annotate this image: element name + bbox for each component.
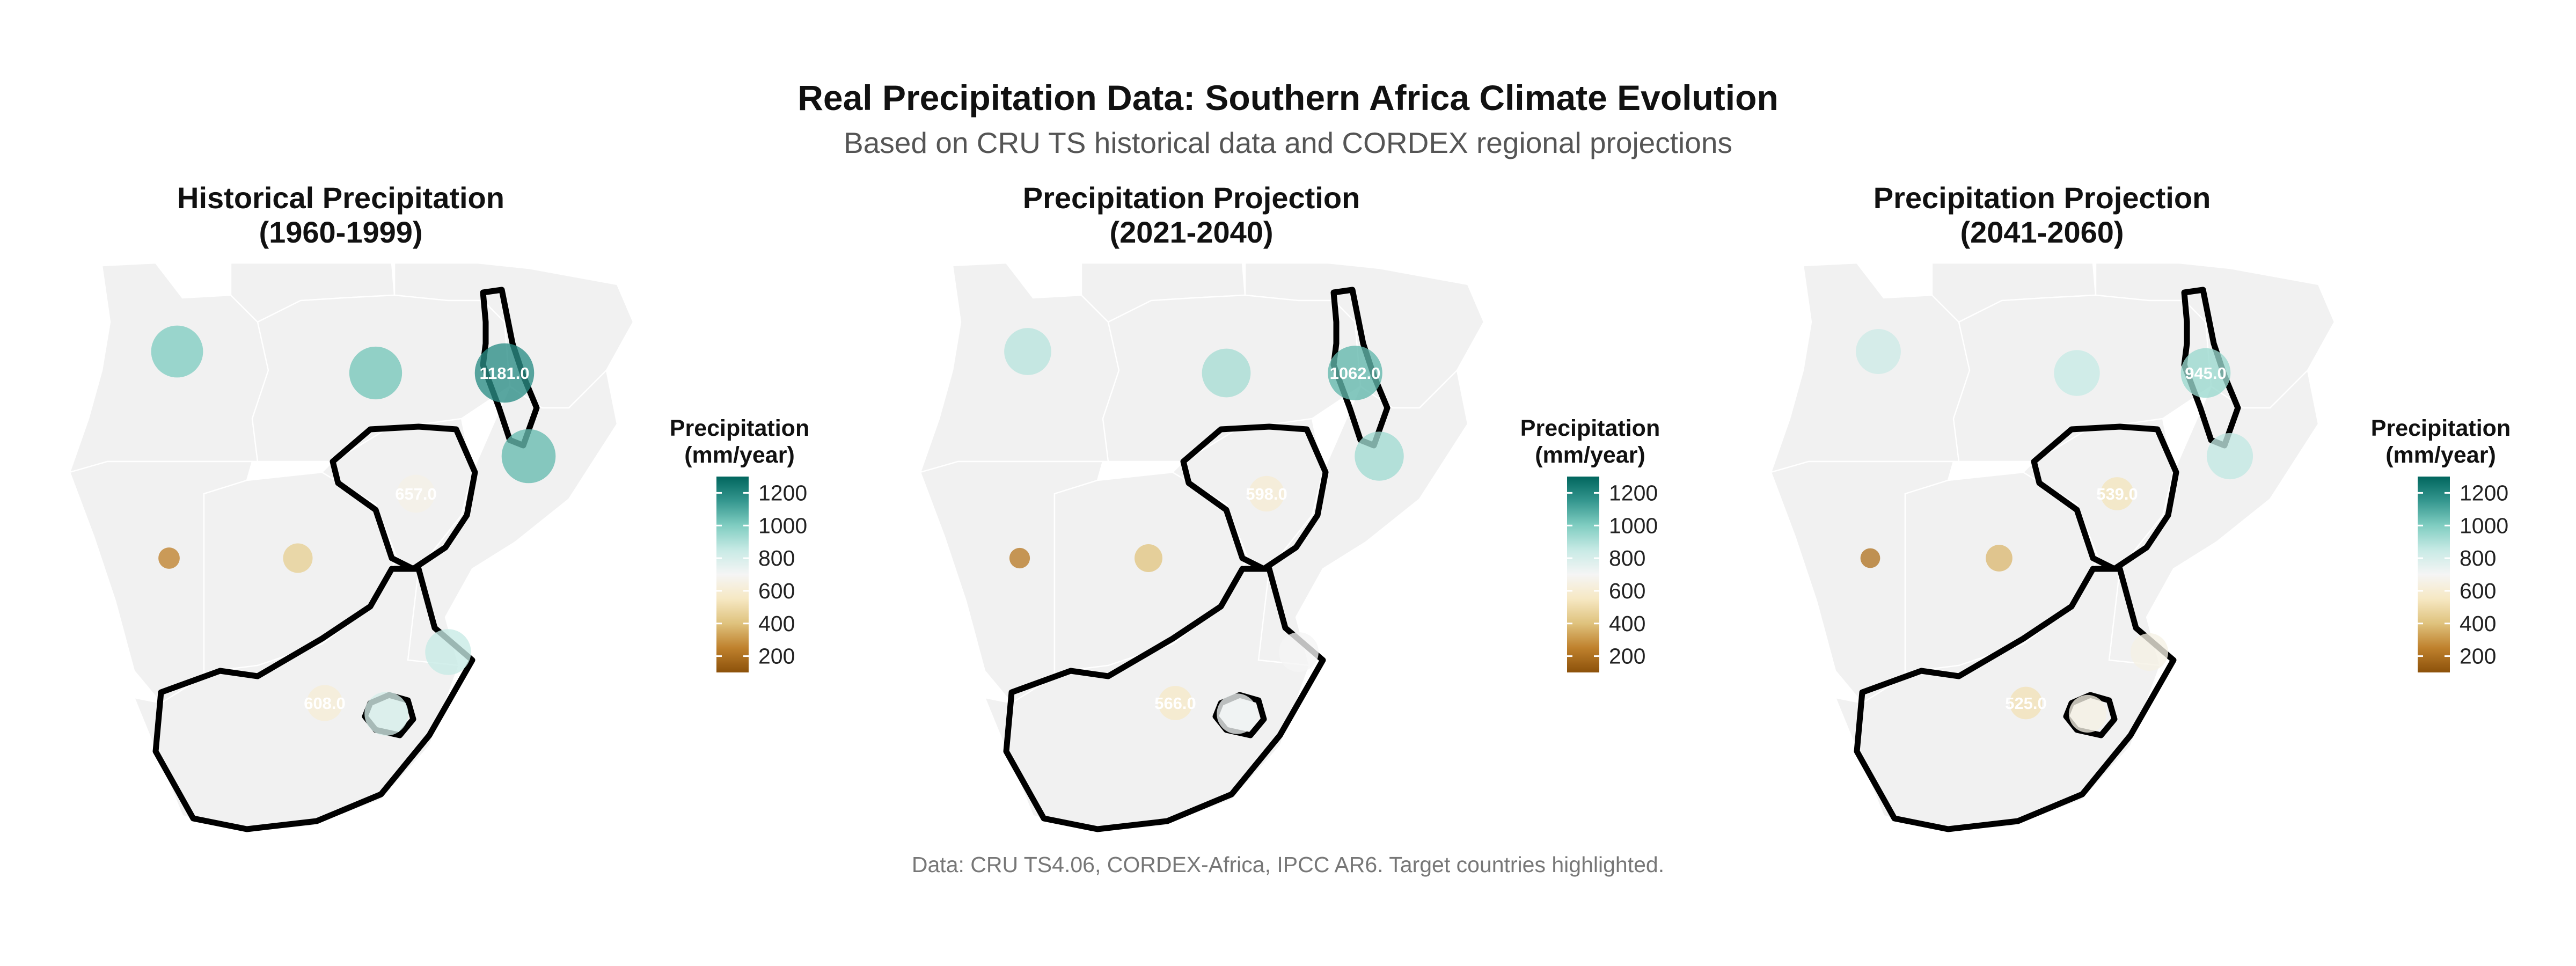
legend-tick-label: 800 xyxy=(2460,546,2496,570)
panel-period: (1960-1999) xyxy=(259,215,422,249)
precip-point-zimbabwe xyxy=(1248,475,1285,512)
panel-title: Historical Precipitation xyxy=(177,181,504,215)
precip-point-south-africa xyxy=(2009,686,2043,720)
precip-point-malawi xyxy=(474,343,535,403)
legend-tick-label: 400 xyxy=(2460,611,2496,636)
precip-point-zimbabwe xyxy=(397,474,435,513)
legend-tick-label: 200 xyxy=(1609,644,1645,669)
precip-legend: Precipitation(mm/year) 200 400 600 800 1000 12… xyxy=(670,415,809,672)
precip-point-mozambique-north xyxy=(501,429,556,484)
map-panel-2: Precipitation Projection(2021-2040) 1062.… xyxy=(920,181,1660,832)
precip-point-lesotho xyxy=(364,692,408,736)
map-panel-3: Precipitation Projection(2041-2060) 945.0… xyxy=(1771,181,2511,832)
precip-value-label: 566.0 xyxy=(1154,694,1196,713)
legend-colorbar xyxy=(1567,477,1599,672)
figure-title: Real Precipitation Data: Southern Africa… xyxy=(797,78,1779,118)
precip-point-angola xyxy=(1856,329,1901,374)
precip-value-label: 945.0 xyxy=(2185,364,2227,383)
legend-tick-label: 400 xyxy=(758,611,795,636)
legend-tick-label: 600 xyxy=(2460,579,2496,603)
precip-point-namibia xyxy=(1009,547,1030,569)
legend-tick-label: 800 xyxy=(758,546,795,570)
precip-point-mozambique-south xyxy=(1279,632,1319,672)
figure-caption: Data: CRU TS4.06, CORDEX-Africa, IPCC AR… xyxy=(912,852,1664,877)
precip-point-botswana xyxy=(1135,544,1162,572)
legend-tick-label: 400 xyxy=(1609,611,1645,636)
map-panels: Historical Precipitation(1960-1999) 1181.… xyxy=(70,181,2511,832)
precip-point-malawi xyxy=(1328,346,1382,400)
precip-value-label: 598.0 xyxy=(1246,485,1287,503)
legend-tick-label: 200 xyxy=(758,644,795,669)
precip-point-namibia xyxy=(1860,548,1880,568)
precip-value-label: 608.0 xyxy=(304,694,346,713)
precip-point-angola xyxy=(151,325,203,378)
legend-tick-label: 1000 xyxy=(1609,513,1658,538)
legend-tick-label: 1200 xyxy=(758,480,807,505)
legend-title: Precipitation xyxy=(670,415,809,441)
precip-value-label: 525.0 xyxy=(2005,694,2047,713)
legend-colorbar xyxy=(716,477,749,672)
precip-point-lesotho xyxy=(1217,693,1257,734)
precip-point-mozambique-north xyxy=(1355,431,1404,481)
map-panel-1: Historical Precipitation(1960-1999) 1181.… xyxy=(70,181,809,832)
legend-title: Precipitation xyxy=(2371,415,2511,441)
precip-point-angola xyxy=(1004,328,1051,375)
precip-point-botswana xyxy=(1986,545,2012,572)
legend-tick-label: 1200 xyxy=(2460,480,2508,505)
precip-point-south-africa xyxy=(1158,686,1192,720)
precip-point-zambia xyxy=(2054,350,2100,396)
precip-point-south-africa xyxy=(306,685,343,721)
precip-point-botswana xyxy=(283,543,313,573)
legend-colorbar xyxy=(2418,477,2450,672)
panel-title: Precipitation Projection xyxy=(1874,181,2211,215)
legend-tick-label: 600 xyxy=(758,579,795,603)
panel-title: Precipitation Projection xyxy=(1023,181,1360,215)
precip-value-label: 539.0 xyxy=(2096,485,2138,503)
precip-point-namibia xyxy=(158,547,180,569)
legend-tick-label: 800 xyxy=(1609,546,1645,570)
precip-point-lesotho xyxy=(2068,694,2107,733)
precip-point-zambia xyxy=(349,346,402,400)
precip-legend: Precipitation(mm/year) 200 400 600 800 1000 12… xyxy=(2371,415,2511,672)
legend-tick-label: 1000 xyxy=(758,513,807,538)
figure-subtitle: Based on CRU TS historical data and CORD… xyxy=(844,126,1732,159)
legend-tick-label: 600 xyxy=(1609,579,1645,603)
panel-period: (2041-2060) xyxy=(1960,215,2124,249)
legend-units: (mm/year) xyxy=(2385,442,2496,468)
precip-value-label: 1062.0 xyxy=(1330,364,1381,383)
legend-title: Precipitation xyxy=(1520,415,1660,441)
southern-africa-map xyxy=(1771,263,2334,832)
precip-legend: Precipitation(mm/year) 200 400 600 800 1000 12… xyxy=(1520,415,1660,672)
precip-point-mozambique-south xyxy=(425,629,471,675)
precip-point-mozambique-north xyxy=(2206,433,2253,480)
legend-tick-label: 1000 xyxy=(2460,513,2508,538)
precip-value-label: 657.0 xyxy=(395,485,437,503)
precip-point-malawi xyxy=(2180,348,2231,398)
legend-tick-label: 1200 xyxy=(1609,480,1658,505)
precip-point-zimbabwe xyxy=(2101,477,2134,510)
legend-units: (mm/year) xyxy=(1535,442,1645,468)
panel-period: (2021-2040) xyxy=(1109,215,1273,249)
legend-tick-label: 200 xyxy=(2460,644,2496,669)
legend-units: (mm/year) xyxy=(684,442,795,468)
precip-point-mozambique-south xyxy=(2130,633,2169,671)
precip-point-zambia xyxy=(1202,348,1251,398)
precip-value-label: 1181.0 xyxy=(479,364,529,383)
